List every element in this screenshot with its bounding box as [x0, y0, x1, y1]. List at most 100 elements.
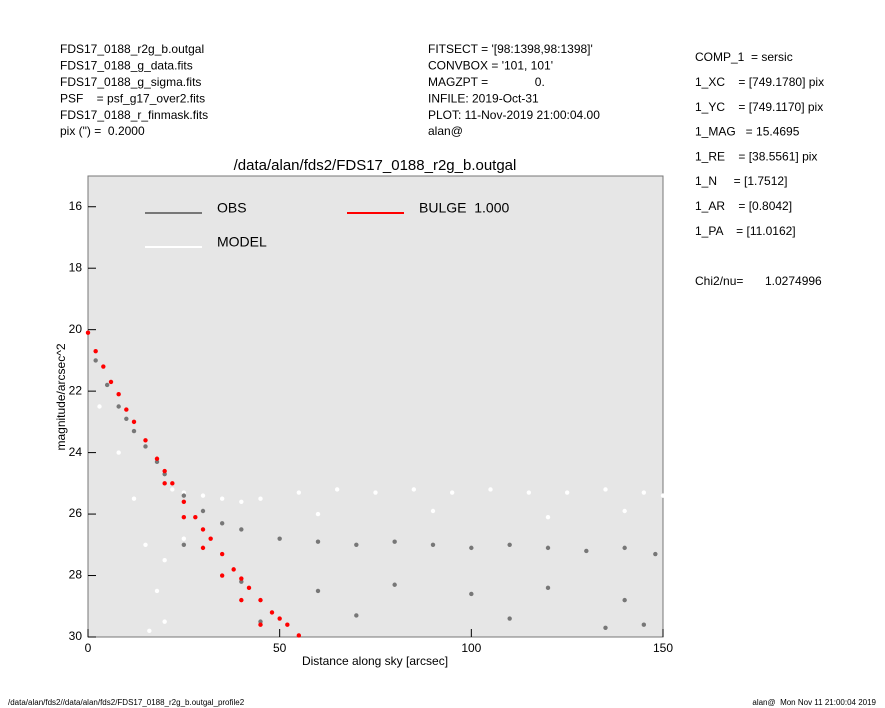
x-tick-label: 50: [273, 641, 287, 655]
data-point: [449, 490, 455, 495]
y-tick-label: 24: [69, 445, 83, 459]
data-point: [622, 545, 627, 551]
data-point: [488, 487, 493, 492]
data-point: [258, 496, 263, 501]
data-point: [170, 481, 175, 486]
chart-title: /data/alan/fds2/FDS17_0188_r2g_b.outgal: [234, 157, 517, 174]
data-point: [181, 493, 187, 498]
data-point: [162, 557, 167, 563]
legend-label: MODEL: [217, 234, 267, 250]
header-middle-line: MAGZPT = 0.: [428, 75, 545, 89]
x-axis-label: Distance along sky [arcsec]: [302, 654, 448, 668]
data-point: [411, 487, 417, 492]
data-point: [277, 616, 282, 621]
header-middle-line: PLOT: 11-Nov-2019 21:00:04.00: [428, 108, 600, 122]
data-point: [143, 438, 148, 443]
data-point: [124, 407, 129, 412]
y-tick-label: 20: [69, 322, 83, 336]
data-point: [181, 499, 187, 504]
data-point: [373, 490, 378, 495]
data-point: [641, 622, 647, 627]
data-point: [296, 633, 302, 638]
header-right-line: 1_PA = [11.0162]: [695, 224, 796, 238]
data-point: [181, 542, 187, 547]
data-point: [154, 588, 160, 594]
y-axis-label: magnitude/arcsec^2: [54, 343, 68, 450]
x-tick-label: 100: [461, 641, 481, 655]
data-point: [285, 622, 290, 627]
data-point: [430, 508, 436, 514]
chi2-label: Chi2/nu=: [695, 274, 743, 288]
data-point: [258, 597, 263, 603]
data-point: [162, 468, 167, 474]
data-point: [622, 597, 627, 603]
data-point: [104, 382, 110, 388]
header-left-line: FDS17_0188_g_sigma.fits: [60, 75, 201, 89]
data-point: [246, 585, 252, 591]
data-point: [181, 536, 187, 541]
data-point: [200, 493, 206, 498]
data-point: [154, 459, 160, 465]
data-point: [354, 613, 359, 618]
header-left-line: FDS17_0188_r2g_b.outgal: [60, 42, 204, 56]
legend-label: BULGE 1.000: [419, 200, 509, 216]
data-point: [277, 536, 282, 541]
data-point: [101, 364, 106, 369]
data-point: [143, 542, 148, 547]
header-right-line: 1_YC = [749.1170] pix: [695, 100, 823, 114]
y-tick-label: 28: [69, 568, 83, 582]
data-point: [392, 539, 397, 544]
data-point: [315, 511, 321, 517]
data-point: [147, 628, 152, 634]
data-point: [334, 487, 340, 492]
header-middle-line: FITSECT = '[98:1398,98:1398]': [428, 42, 593, 56]
data-point: [239, 579, 244, 584]
y-tick-label: 18: [69, 260, 83, 274]
data-point: [162, 471, 167, 477]
data-point: [239, 597, 244, 603]
data-point: [231, 567, 236, 572]
data-point: [430, 542, 436, 547]
header-right-line: 1_MAG = 15.4695: [695, 125, 800, 139]
data-point: [143, 444, 148, 449]
data-point: [170, 487, 175, 492]
y-tick-label: 26: [69, 506, 83, 520]
data-point: [108, 379, 114, 385]
data-point: [545, 585, 551, 591]
data-point: [219, 551, 225, 557]
data-point: [564, 490, 570, 495]
data-point: [584, 548, 589, 554]
data-point: [85, 330, 91, 335]
data-point: [219, 573, 225, 578]
data-point: [124, 416, 129, 421]
data-point: [154, 456, 160, 461]
x-tick-label: 0: [85, 641, 92, 655]
header-middle-line: INFILE: 2019-Oct-31: [428, 91, 539, 105]
header-middle-line: CONVBOX = '101, 101': [428, 59, 553, 73]
data-point: [545, 545, 551, 551]
y-tick-label: 16: [69, 199, 83, 213]
data-point: [315, 588, 321, 594]
footer-left: /data/alan/fds2//data/alan/fds2/FDS17_01…: [8, 698, 245, 707]
data-point: [239, 527, 244, 532]
header-right-line: 1_AR = [0.8042]: [695, 199, 792, 213]
data-point: [131, 496, 137, 501]
data-point: [239, 499, 244, 504]
data-point: [93, 358, 98, 363]
data-point: [603, 625, 608, 630]
data-point: [653, 551, 658, 557]
data-point: [469, 591, 474, 597]
header-left-line: pix (") = 0.2000: [60, 124, 145, 138]
header-left-line: FDS17_0188_g_data.fits: [60, 59, 193, 73]
data-point: [239, 576, 244, 581]
data-point: [162, 619, 167, 624]
data-point: [97, 404, 102, 409]
x-tick-label: 150: [653, 641, 673, 655]
y-tick-label: 22: [69, 383, 83, 397]
data-point: [219, 521, 225, 526]
data-point: [296, 490, 302, 495]
data-point: [526, 490, 532, 495]
data-point: [181, 514, 187, 520]
data-point: [392, 582, 397, 587]
